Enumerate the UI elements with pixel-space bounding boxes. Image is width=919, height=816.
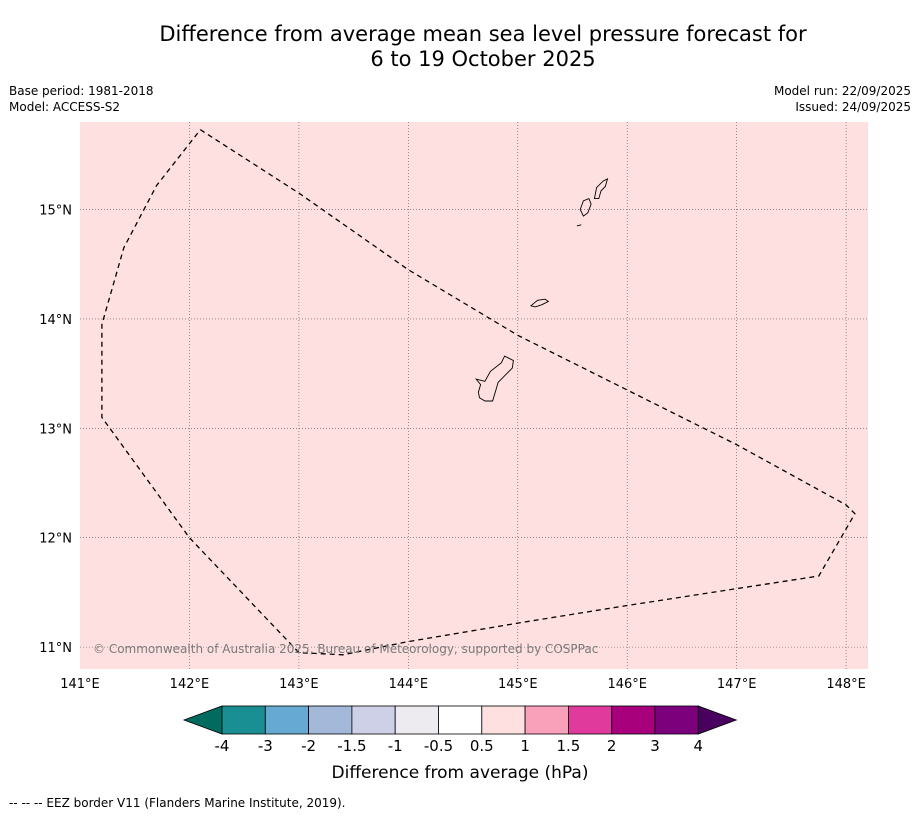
eez-footnote: -- -- -- EEZ border V11 (Flanders Marine… [9, 796, 346, 810]
model-text: Model: ACCESS-S2 [9, 100, 121, 114]
colorbar-tick-label: 0.5 [470, 737, 494, 755]
colorbar-swatch [394, 705, 439, 735]
island-aguijan [576, 224, 582, 227]
y-axis-ticks: 11°N 12°N 13°N 14°N 15°N [39, 204, 72, 657]
island-tinian [579, 198, 592, 217]
title-line-2: 6 to 19 October 2025 [370, 47, 596, 71]
x-tick-label: 145°E [498, 677, 538, 692]
colorbar-tick-label: 1.5 [556, 737, 580, 755]
x-tick-label: 141°E [60, 677, 100, 692]
y-tick-label: 11°N [39, 641, 72, 656]
metadata-left: Base period: 1981-2018 Model: ACCESS-S2 [9, 83, 154, 115]
colorbar-low-extend [182, 705, 223, 735]
colorbar-swatch [611, 705, 656, 735]
copyright-notice: © Commonwealth of Australia 2025, Bureau… [93, 642, 598, 656]
colorbar-tick-label: 4 [694, 737, 704, 755]
x-tick-label: 143°E [279, 677, 319, 692]
island-guam [475, 355, 514, 402]
island-saipan [593, 178, 609, 200]
colorbar-swatch [481, 705, 526, 735]
x-tick-label: 148°E [826, 677, 866, 692]
colorbar-tick-label: 2 [607, 737, 617, 755]
x-tick-label: 146°E [607, 677, 647, 692]
y-tick-label: 12°N [39, 532, 72, 547]
colorbar-tick-label: 1 [520, 737, 530, 755]
colorbar-swatch [438, 705, 483, 735]
coastlines [475, 178, 609, 402]
issued-text: Issued: 24/09/2025 [795, 100, 911, 114]
chart-title: Difference from average mean sea level p… [0, 22, 919, 72]
colorbar-swatch [524, 705, 569, 735]
y-tick-label: 14°N [39, 313, 72, 328]
colorbar-tick-label: -0.5 [424, 737, 453, 755]
colorbar: -4 -3 -2 -1.5 -1 -0.5 0.5 1 1.5 2 3 4 [182, 705, 738, 755]
colorbar-swatch [264, 705, 309, 735]
colorbar-high-extend [697, 705, 738, 735]
colorbar-tick-label: -4 [215, 737, 230, 755]
base-period-text: Base period: 1981-2018 [9, 84, 154, 98]
colorbar-swatch [221, 705, 266, 735]
colorbar-tick-label: -1 [388, 737, 403, 755]
model-run-text: Model run: 22/09/2025 [773, 84, 911, 98]
title-line-1: Difference from average mean sea level p… [159, 22, 807, 46]
x-tick-label: 147°E [717, 677, 757, 692]
eez-border [101, 129, 856, 656]
metadata-right: Model run: 22/09/2025 Issued: 24/09/2025 [774, 83, 911, 115]
colorbar-tick-label: 3 [650, 737, 660, 755]
colorbar-tick-label: -1.5 [337, 737, 366, 755]
colorbar-label: Difference from average (hPa) [332, 763, 589, 783]
colorbar-swatch [654, 705, 699, 735]
graticule [80, 122, 868, 669]
colorbar-tick-label: -3 [258, 737, 273, 755]
island-rota [529, 298, 550, 308]
colorbar-swatch [308, 705, 353, 735]
y-tick-label: 13°N [39, 422, 72, 437]
y-tick-label: 15°N [39, 204, 72, 219]
x-tick-label: 144°E [389, 677, 429, 692]
colorbar-swatch [568, 705, 613, 735]
colorbar-swatch [351, 705, 396, 735]
x-axis-ticks: 141°E 142°E 143°E 144°E 145°E 146°E 147°E 148°E [60, 677, 866, 692]
x-tick-label: 142°E [170, 677, 210, 692]
colorbar-tick-label: -2 [301, 737, 316, 755]
